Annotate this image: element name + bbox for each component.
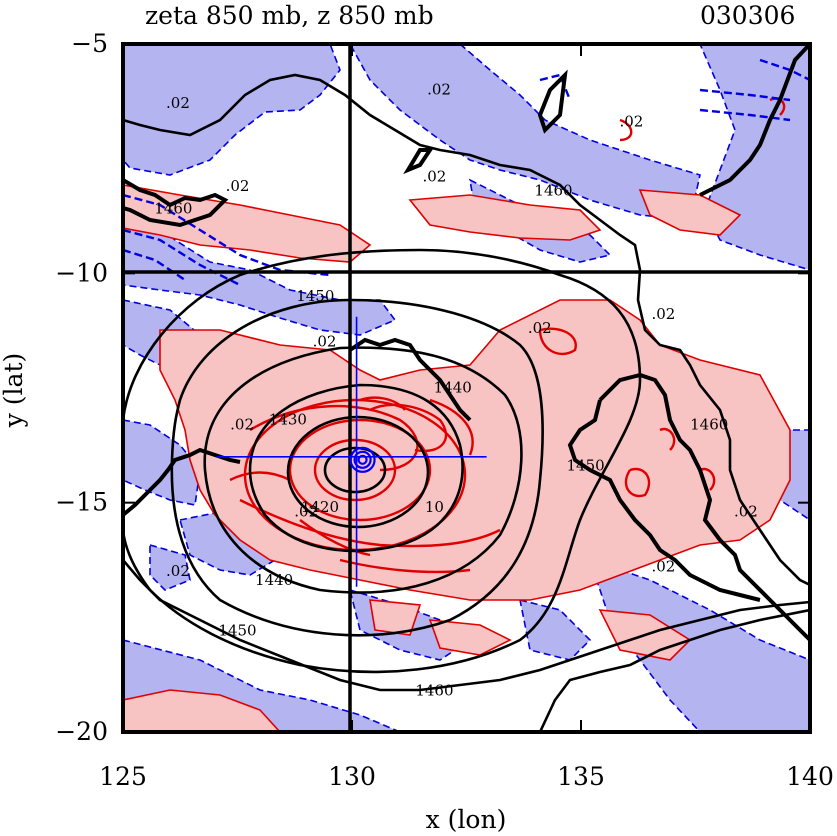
vorticity-contour-label: .02 <box>226 177 250 195</box>
vorticity-contour-label: .02 <box>652 557 676 575</box>
x-tick-label: 125 <box>99 762 147 791</box>
vorticity-contour-label: .02 <box>619 113 643 131</box>
y-tick-label: −15 <box>55 488 108 517</box>
y-axis-label: y (lat) <box>0 353 28 429</box>
x-tick-label: 130 <box>328 762 376 791</box>
plot-frame <box>121 42 812 734</box>
height-contour-label: 1450 <box>566 457 604 475</box>
height-contour-label: 1450 <box>296 287 334 305</box>
y-tick-label: −5 <box>71 29 108 58</box>
x-axis-label: x (lon) <box>426 805 507 834</box>
height-contours <box>123 73 810 732</box>
height-contour-label: 1440 <box>434 379 472 397</box>
vorticity-contour-label: .02 <box>423 168 447 186</box>
x-tick-label: 135 <box>557 762 605 791</box>
height-contour-label: 1460 <box>415 681 453 699</box>
height-contour-label: 10 <box>425 498 444 516</box>
height-contour-label: 1440 <box>255 571 293 589</box>
height-contour-label: 1460 <box>690 415 728 433</box>
vorticity-contour-label: .02 <box>528 319 552 337</box>
height-contour-label: 1430 <box>269 411 307 429</box>
height-contour-label: 1460 <box>534 181 572 199</box>
y-tick-label: −20 <box>55 717 108 746</box>
height-contour-label: 1460 <box>154 200 192 218</box>
vorticity-contour-label: .02 <box>734 502 758 520</box>
x-axis: 125 130 135 140 <box>99 44 834 791</box>
y-axis: −5 −10 −15 −20 <box>55 29 810 746</box>
vorticity-contour-label: .02 <box>294 502 318 520</box>
vorticity-contour-label: .02 <box>166 562 190 580</box>
center-ring <box>349 446 376 473</box>
center-ring <box>357 454 368 465</box>
height-contour-label: 1450 <box>218 622 256 640</box>
vorticity-contour-label: .02 <box>652 305 676 323</box>
vorticity-contour-label: .02 <box>230 415 254 433</box>
center-ring <box>353 450 372 469</box>
vorticity-contour-label: .02 <box>166 94 190 112</box>
vorticity-contour-label: .02 <box>427 80 451 98</box>
date-label: 030306 <box>700 1 795 30</box>
chart-title: zeta 850 mb, z 850 mb <box>145 1 434 30</box>
center-marker <box>349 446 376 473</box>
height-contour-label: 1420 <box>301 498 339 516</box>
x-tick-label: 140 <box>786 762 834 791</box>
vorticity-contour-label: .02 <box>313 333 337 351</box>
y-tick-label: −10 <box>55 258 108 287</box>
